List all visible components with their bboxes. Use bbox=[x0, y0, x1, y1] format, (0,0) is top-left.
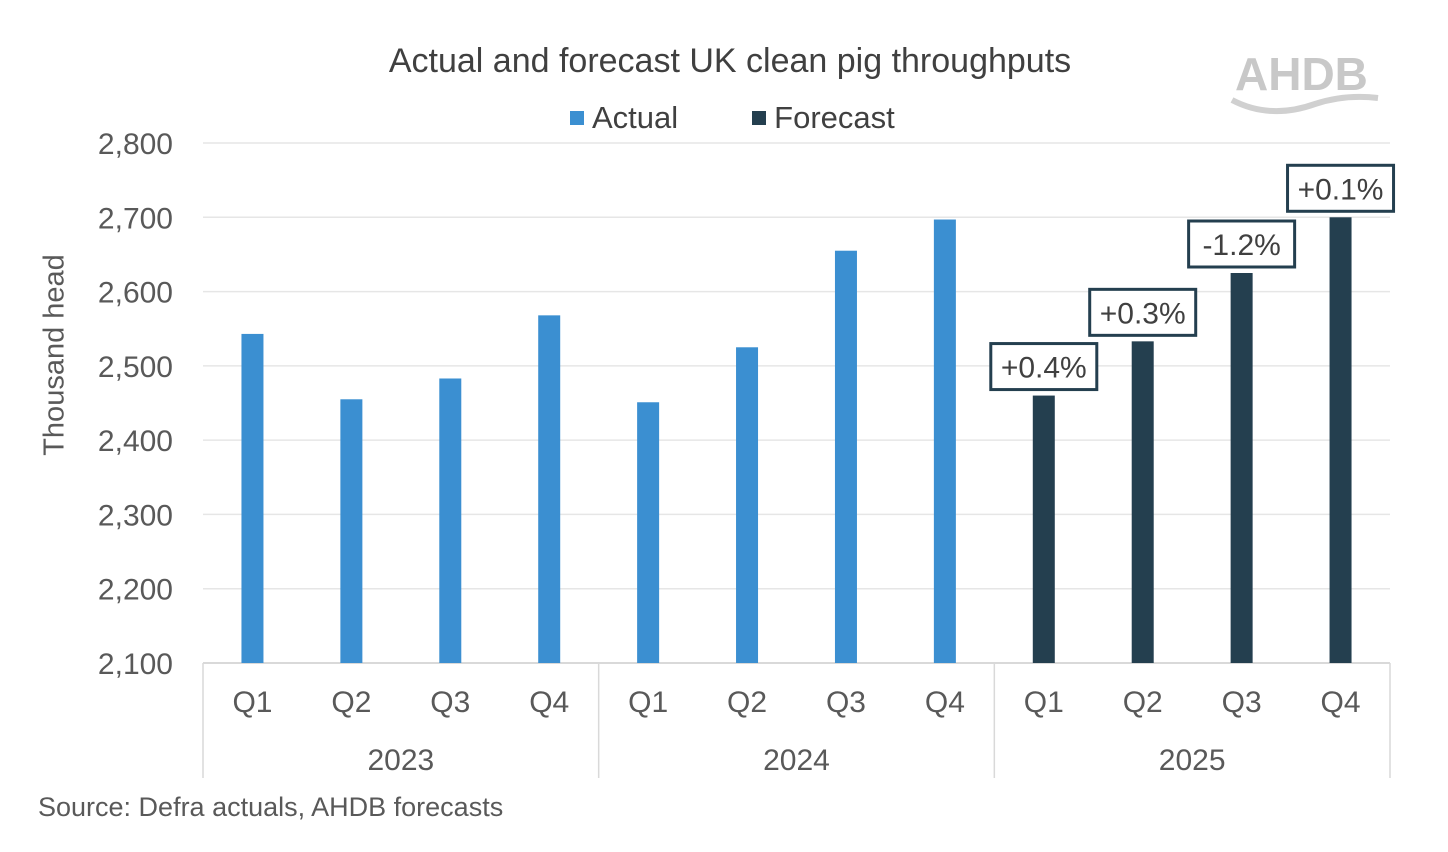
x-group-label: 2024 bbox=[763, 744, 830, 777]
chart-title: Actual and forecast UK clean pig through… bbox=[388, 42, 1072, 80]
x-tick-label: Q3 bbox=[430, 686, 470, 719]
data-label: -1.2% bbox=[1202, 229, 1280, 262]
bar-forecast bbox=[1329, 217, 1352, 664]
x-tick-label: Q1 bbox=[232, 686, 272, 719]
legend: Actual Forecast bbox=[570, 100, 895, 136]
data-label-box bbox=[1187, 219, 1297, 269]
x-tick-label: Q3 bbox=[1222, 686, 1262, 719]
bar-actual bbox=[637, 402, 660, 663]
x-tick-label: Q3 bbox=[826, 686, 866, 719]
y-tick-label: 2,100 bbox=[98, 648, 173, 681]
data-label: +0.1% bbox=[1298, 173, 1384, 206]
legend-label-actual: Actual bbox=[592, 100, 679, 135]
bar-actual bbox=[241, 333, 264, 663]
bar-forecast bbox=[1131, 341, 1154, 663]
y-tick-label: 2,300 bbox=[98, 499, 173, 532]
bar-forecast bbox=[1230, 273, 1253, 663]
y-tick-label: 2,700 bbox=[98, 202, 173, 235]
legend-label-forecast: Forecast bbox=[774, 100, 895, 135]
bar-actual bbox=[340, 399, 363, 663]
svg-text:AHDB: AHDB bbox=[1235, 48, 1368, 100]
data-label-box bbox=[989, 342, 1099, 392]
source-note: Source: Defra actuals, AHDB forecasts bbox=[38, 792, 504, 822]
data-label-box bbox=[1286, 163, 1396, 213]
y-tick-label: 2,500 bbox=[98, 351, 173, 384]
bar-forecast bbox=[1032, 395, 1055, 663]
y-tick-label: 2,600 bbox=[98, 277, 173, 310]
x-group-label: 2025 bbox=[1159, 744, 1226, 777]
x-tick-label: Q2 bbox=[331, 686, 371, 719]
bar-actual bbox=[736, 347, 759, 663]
x-tick-label: Q4 bbox=[925, 686, 965, 719]
legend-swatch-actual bbox=[570, 111, 584, 125]
legend-swatch-forecast bbox=[752, 111, 767, 125]
bar-actual bbox=[834, 250, 857, 663]
data-label-box bbox=[1088, 287, 1198, 337]
legend-item-forecast: Forecast bbox=[752, 100, 895, 136]
x-tick-label: Q1 bbox=[628, 686, 668, 719]
x-tick-label: Q1 bbox=[1024, 686, 1064, 719]
y-tick-label: 2,800 bbox=[98, 128, 173, 161]
x-tick-label: Q4 bbox=[1321, 686, 1361, 719]
x-tick-label: Q2 bbox=[727, 686, 767, 719]
x-tick-label: Q2 bbox=[1123, 686, 1163, 719]
y-tick-label: 2,400 bbox=[98, 425, 173, 458]
bar-actual bbox=[933, 219, 956, 663]
data-label: +0.3% bbox=[1100, 297, 1186, 330]
ahdb-logo: AHDB bbox=[1230, 48, 1380, 123]
y-tick-label: 2,200 bbox=[98, 574, 173, 607]
x-tick-label: Q4 bbox=[529, 686, 569, 719]
data-label: +0.4% bbox=[1001, 352, 1087, 385]
legend-item-actual: Actual bbox=[570, 100, 678, 136]
bar-actual bbox=[538, 315, 561, 663]
x-group-label: 2023 bbox=[367, 744, 434, 777]
bar-actual bbox=[439, 378, 462, 663]
